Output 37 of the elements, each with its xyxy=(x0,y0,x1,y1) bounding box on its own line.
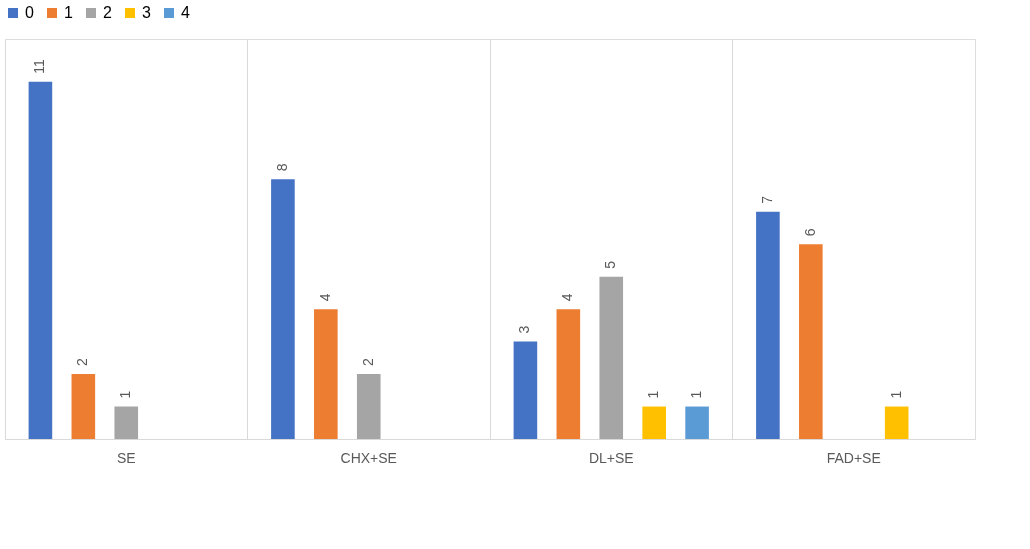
bar xyxy=(314,309,338,439)
data-label: 1 xyxy=(887,390,904,399)
data-label: 1 xyxy=(117,390,134,399)
legend-label: 0 xyxy=(25,4,34,21)
legend-label: 1 xyxy=(64,4,73,21)
x-tick-label: CHX+SE xyxy=(340,449,397,466)
x-tick-label: SE xyxy=(116,449,136,466)
bar xyxy=(756,211,780,439)
data-label: 7 xyxy=(758,195,775,204)
data-label: 2 xyxy=(74,358,91,367)
bar xyxy=(884,406,909,439)
bar xyxy=(513,341,538,439)
bar xyxy=(685,406,709,439)
data-label: 4 xyxy=(559,293,576,302)
x-tick-label: FAD+SE xyxy=(826,449,881,466)
x-tick-label: DL+SE xyxy=(588,449,634,466)
legend-label: 4 xyxy=(181,4,190,21)
bar xyxy=(556,309,581,439)
legend-label: 2 xyxy=(103,4,112,21)
data-label: 4 xyxy=(316,293,333,302)
bar xyxy=(28,81,53,439)
bar xyxy=(356,374,381,439)
data-label: 1 xyxy=(645,390,662,399)
bar xyxy=(71,374,96,439)
data-label: 6 xyxy=(801,228,818,237)
data-label: 3 xyxy=(516,325,533,334)
data-label: 2 xyxy=(359,358,376,367)
data-label: 8 xyxy=(273,163,290,172)
bar xyxy=(799,244,823,439)
bar xyxy=(271,179,295,439)
bar xyxy=(114,406,139,439)
data-label: 5 xyxy=(602,260,619,269)
data-label: 1 xyxy=(688,390,705,399)
bar xyxy=(642,406,666,439)
bar xyxy=(599,276,624,439)
legend-label: 3 xyxy=(142,4,151,21)
data-label: 11 xyxy=(31,59,48,74)
